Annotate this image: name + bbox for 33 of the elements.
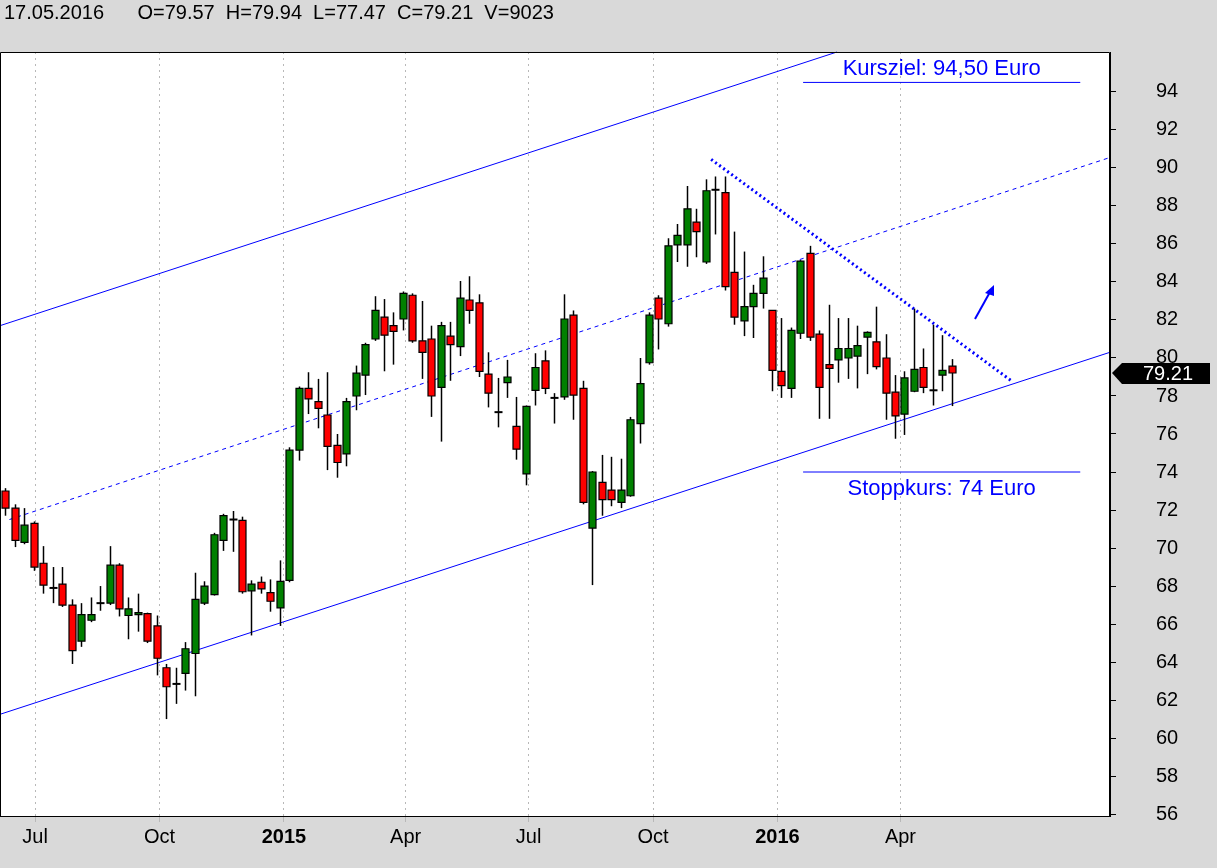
y-tick-label: 86	[1156, 231, 1179, 254]
x-tick-label: Jul	[515, 824, 542, 847]
y-tick-label: 90	[1156, 155, 1179, 178]
y-tick-label: 64	[1156, 649, 1179, 672]
y-tick-label: 60	[1156, 725, 1179, 748]
text: 17.05.2016 O=79.57 H=79.94 L=77.47 C=79.21 V=9023	[4, 0, 554, 23]
x-tick-label: Jul	[22, 824, 48, 847]
y-tick-label: 68	[1156, 573, 1179, 596]
y-tick-label: 84	[1156, 269, 1179, 292]
candlestick	[493, 377, 504, 429]
y-tick-label: 76	[1156, 421, 1179, 444]
x-tick-label: 2016	[755, 824, 800, 847]
y-tick-label: 58	[1156, 763, 1179, 786]
x-tick-label: Oct	[637, 824, 670, 847]
y-tick-label: 62	[1156, 687, 1179, 710]
x-tick-label: 2015	[261, 824, 307, 847]
x-tick-label: Apr	[884, 824, 917, 847]
y-tick-label: 70	[1156, 535, 1179, 558]
candlestick	[928, 323, 939, 407]
series-label: Stoppkurs: 74 Euro	[847, 475, 1036, 501]
x-tick-label: Apr	[390, 824, 422, 847]
y-tick-label: 88	[1156, 193, 1179, 216]
y-tick-label: 94	[1156, 79, 1179, 102]
series-label: Kursziel: 94,50 Euro	[842, 55, 1041, 81]
y-tick-label: 92	[1156, 117, 1179, 140]
candlestick	[171, 667, 182, 705]
x-tick-label: Oct	[143, 824, 176, 847]
y-tick-label: 78	[1156, 383, 1179, 406]
y-tick-label: 56	[1156, 801, 1179, 824]
y-tick-label: 66	[1156, 611, 1179, 634]
y-tick-label: 74	[1156, 459, 1179, 482]
y-tick-label: 82	[1156, 307, 1179, 330]
y-tick-label: 72	[1156, 497, 1179, 520]
